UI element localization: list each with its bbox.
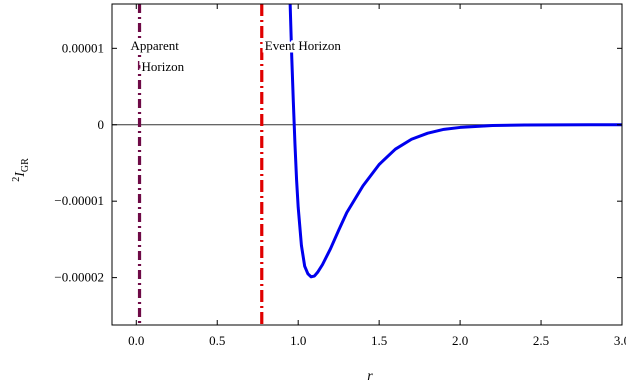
plot-area: Apparent Horizon Event Horizon	[112, 4, 622, 325]
x-tick-label: 0.0	[128, 333, 144, 348]
annotation-label-0-1: Horizon	[142, 59, 185, 74]
y-axis-label-subscript: GR	[20, 158, 31, 172]
y-tick-label: −0.00001	[54, 193, 104, 208]
annotation-label-1-0: Event Horizon	[265, 38, 342, 53]
x-tick-label: 1.5	[371, 333, 387, 348]
y-tick-label: 0.00001	[62, 40, 104, 55]
y-tick-label: 0	[98, 117, 105, 132]
plot-frame	[111, 3, 623, 326]
x-tick-label: 0.5	[209, 333, 225, 348]
y-axis-label: 2IGR	[11, 158, 31, 182]
axes: 0.0 0.5 1.0 1.5 2.0 2.5 3.0 0.00001 0 −0.00001 −0.…	[54, 3, 626, 348]
x-tick-label: 3.0	[614, 333, 626, 348]
y-tick-label: −0.00002	[54, 270, 104, 285]
x-tick-label: 2.0	[452, 333, 468, 348]
series-line-0	[288, 4, 622, 279]
annotation-label-0-0: Apparent	[131, 38, 180, 53]
x-tick-label: 1.0	[290, 333, 306, 348]
x-axis-label: r	[367, 369, 373, 384]
y-axis-label-superscript: 2	[11, 177, 22, 182]
x-tick-label: 2.5	[533, 333, 549, 348]
y-axis-label-main: I	[13, 171, 28, 178]
